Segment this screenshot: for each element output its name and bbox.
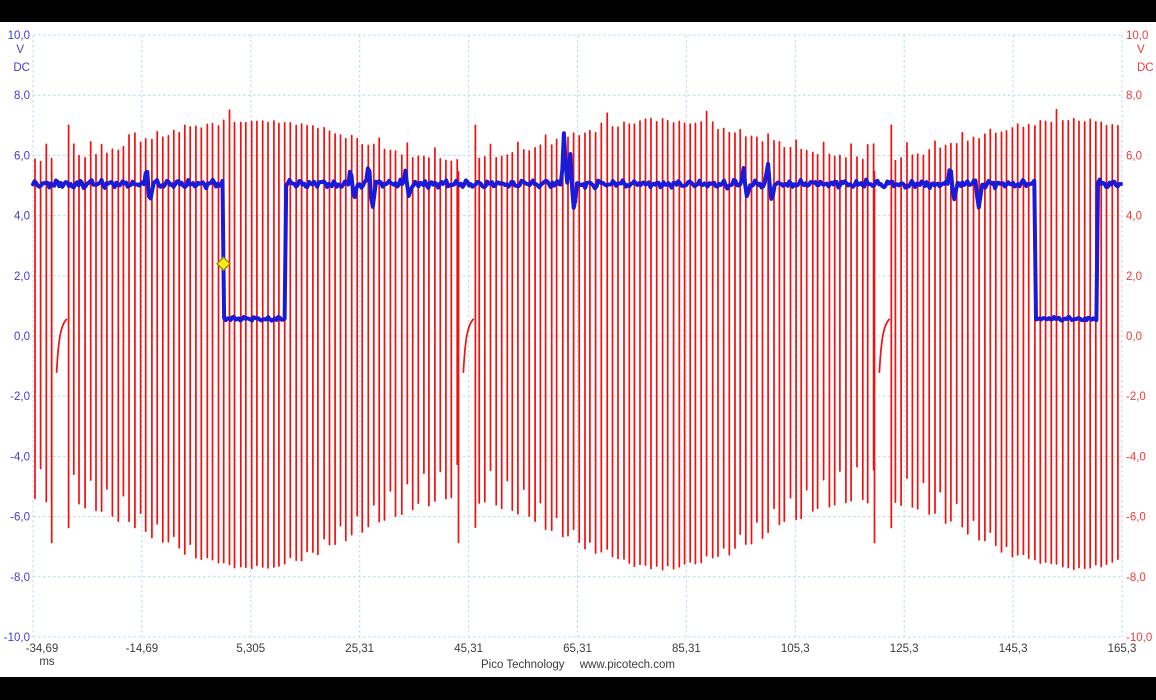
x-tick-label: -34,69 — [26, 643, 59, 655]
channel-b-trace — [31, 131, 1123, 323]
footer-url: www.picotech.com — [579, 659, 675, 671]
y-tick-label-left: 6,0 — [14, 150, 30, 162]
y-tick-label-left: 0,0 — [14, 331, 30, 343]
footer-brand: Pico Technology — [481, 659, 565, 671]
y-axis-coupling-right: DC — [1137, 62, 1154, 74]
top-black-bar — [0, 0, 1156, 22]
y-tick-label-right: -10,0 — [1126, 632, 1152, 644]
y-tick-label-left: -8,0 — [10, 572, 30, 584]
y-tick-label-right: 8,0 — [1126, 90, 1142, 102]
footer: Pico Technology www.picotech.com — [0, 659, 1156, 671]
y-tick-label-right: -2,0 — [1126, 391, 1146, 403]
y-tick-label-right: 0,0 — [1126, 331, 1142, 343]
x-tick-label: 25,31 — [345, 643, 374, 655]
x-tick-label: 125,3 — [890, 643, 919, 655]
x-tick-label: 105,3 — [781, 643, 810, 655]
trigger-marker[interactable] — [216, 256, 232, 272]
x-tick-label: 45,31 — [454, 643, 483, 655]
y-tick-label-left: 4,0 — [14, 211, 30, 223]
y-tick-label-left: -2,0 — [10, 391, 30, 403]
x-tick-label: 165,3 — [1108, 643, 1137, 655]
y-axis-unit-left: V — [16, 44, 24, 56]
y-tick-label-right: 4,0 — [1126, 211, 1142, 223]
y-tick-label-right: 6,0 — [1126, 150, 1142, 162]
y-tick-label-left: 8,0 — [14, 90, 30, 102]
y-tick-label-right: -4,0 — [1126, 451, 1146, 463]
y-tick-label-left: 10,0 — [8, 30, 30, 42]
x-tick-label: 5,305 — [236, 643, 265, 655]
y-axis-unit-right: V — [1137, 44, 1145, 56]
x-tick-label: 65,31 — [563, 643, 592, 655]
x-tick-label: 145,3 — [999, 643, 1028, 655]
y-tick-label-left: -4,0 — [10, 451, 30, 463]
x-tick-label: -14,69 — [126, 643, 159, 655]
y-tick-label-right: 2,0 — [1126, 271, 1142, 283]
x-tick-label: 85,31 — [672, 643, 701, 655]
y-tick-label-right: 10,0 — [1126, 30, 1148, 42]
y-axis-coupling-left: DC — [13, 62, 30, 74]
x-axis-unit: ms — [39, 656, 55, 668]
y-tick-label-right: -8,0 — [1126, 572, 1146, 584]
y-tick-label-left: 2,0 — [14, 271, 30, 283]
channel-a-trace — [34, 108, 1119, 571]
y-tick-label-left: -10,0 — [4, 632, 30, 644]
bottom-black-bar — [0, 677, 1156, 700]
y-tick-label-left: -6,0 — [10, 512, 30, 524]
axis-labels: 10,0 8,0 6,0 4,0 2,0 0,0 -2,0 -4,0 -6,0 -8,0 -10,0… — [4, 30, 1154, 655]
y-tick-label-right: -6,0 — [1126, 512, 1146, 524]
